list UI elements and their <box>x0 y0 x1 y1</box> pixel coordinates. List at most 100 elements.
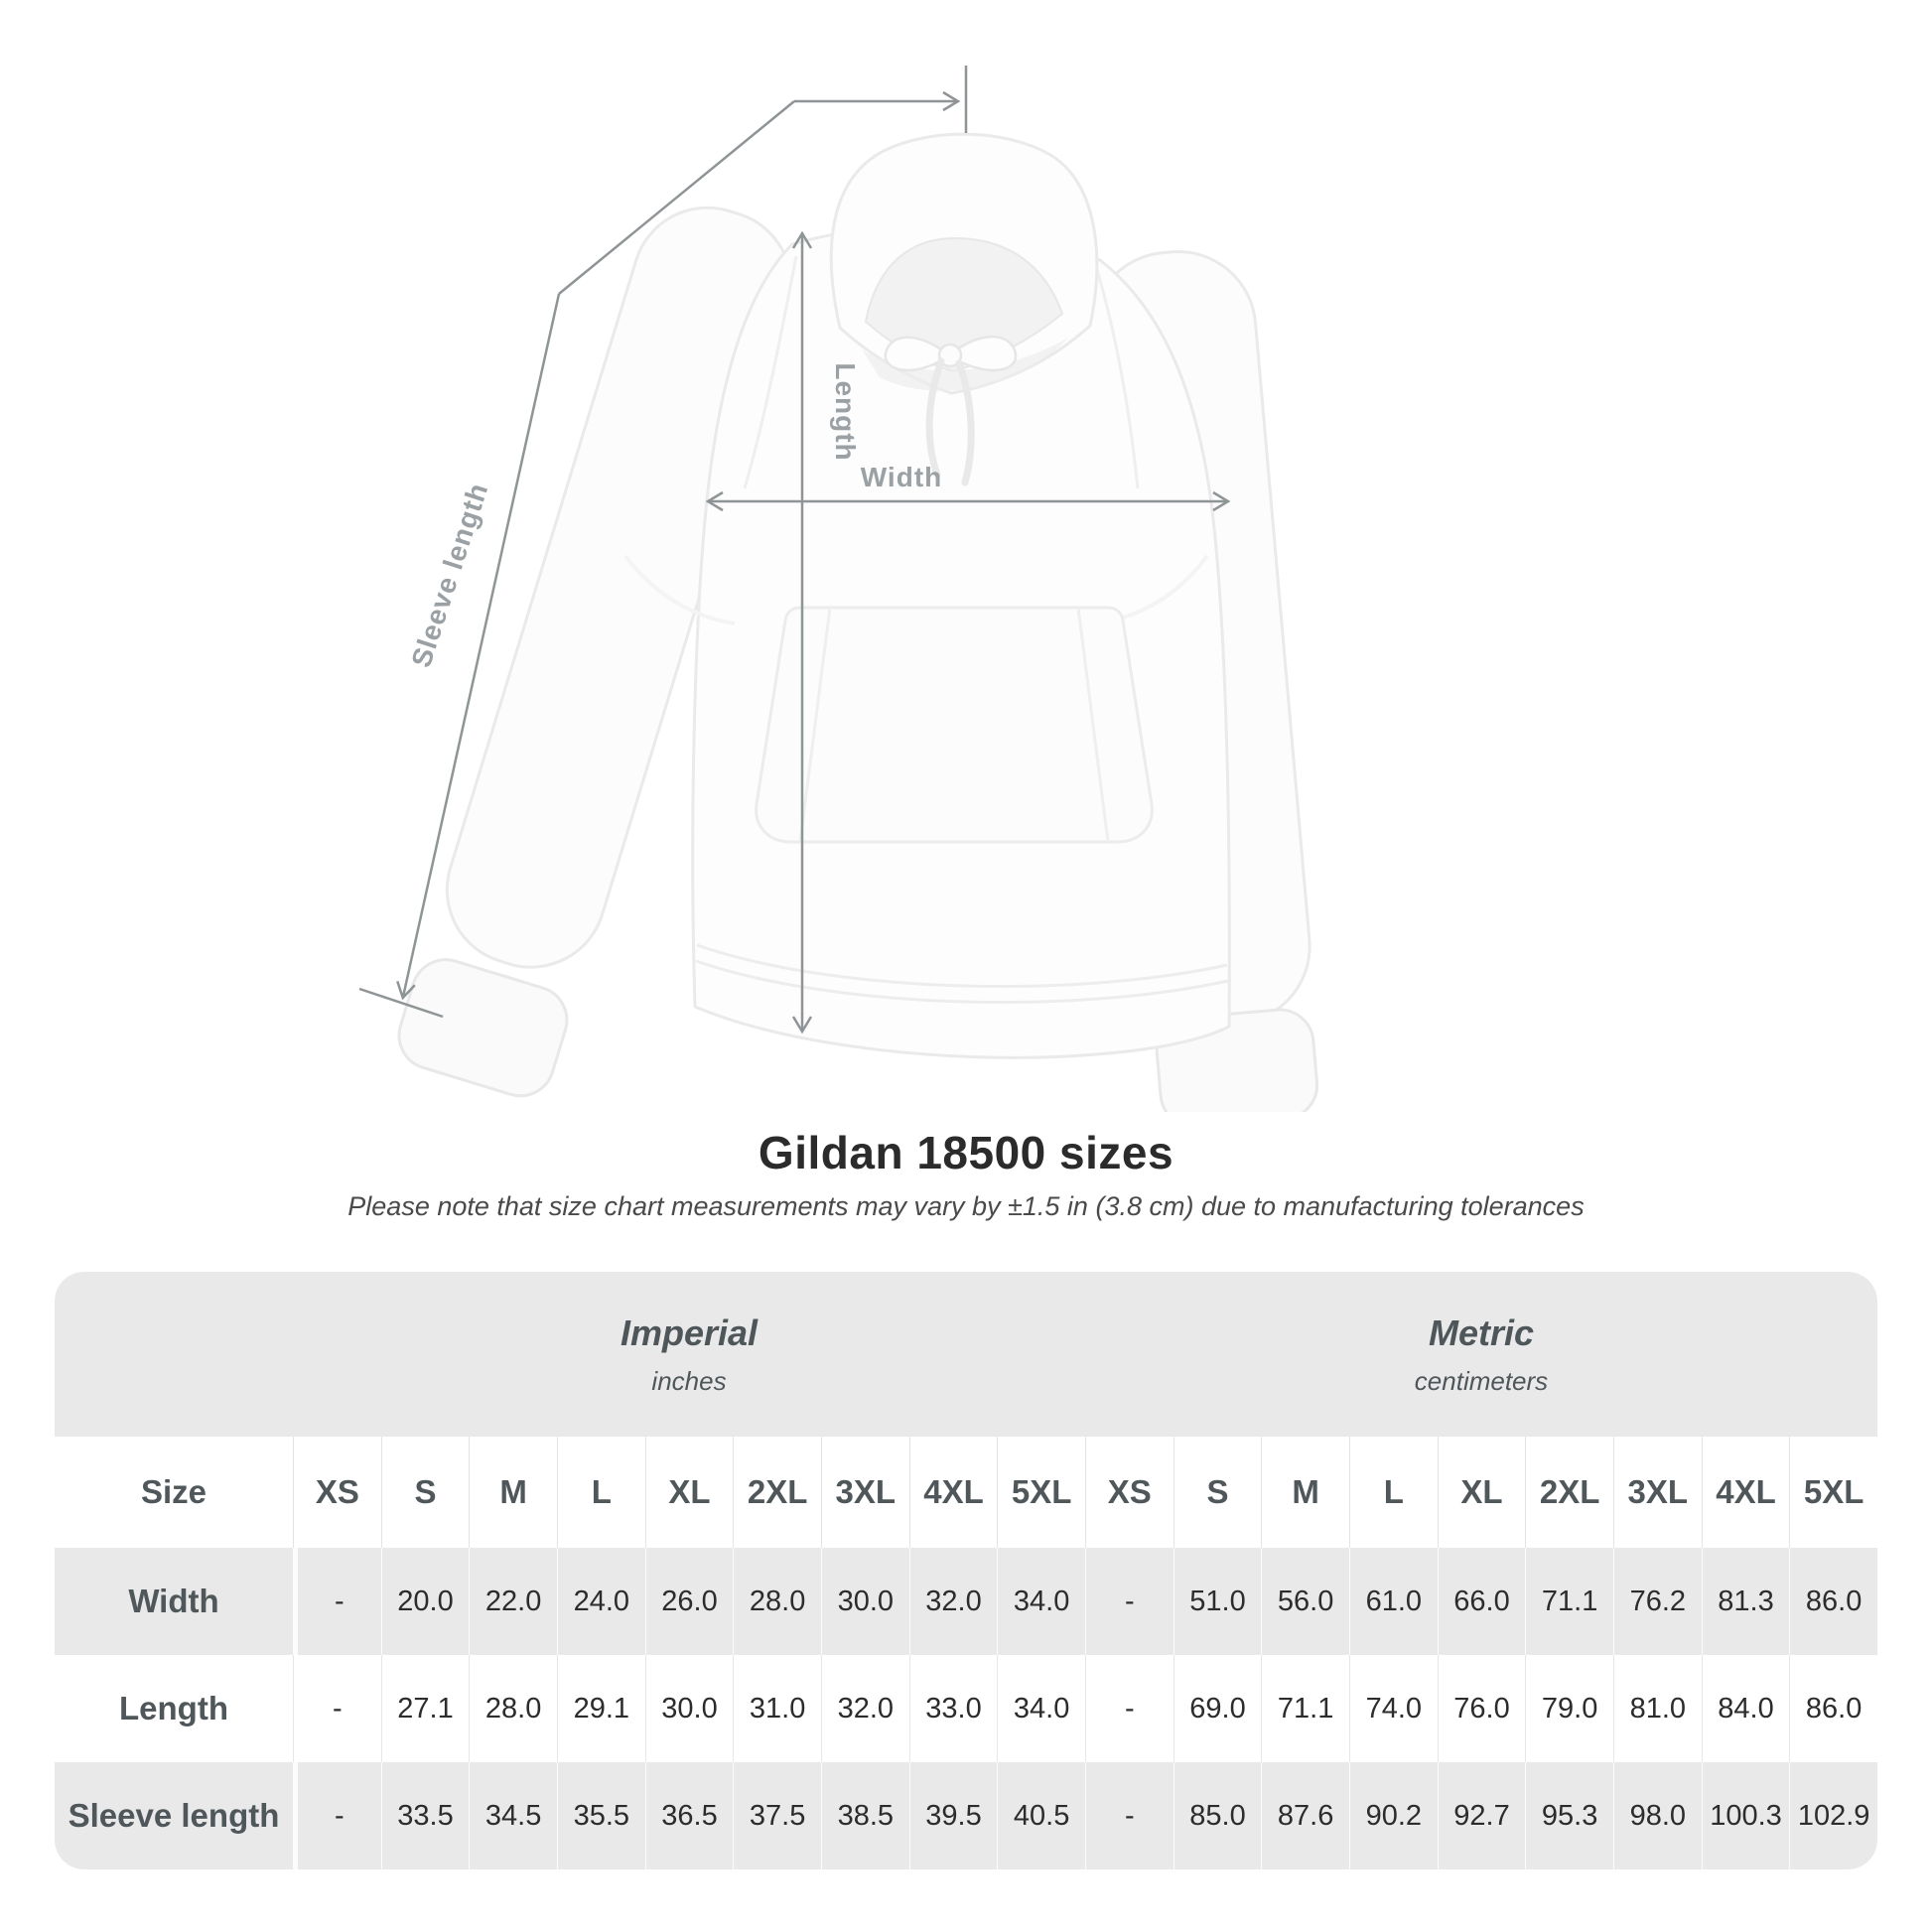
hoodie-figure: Length Width Sleeve length <box>358 66 1319 1112</box>
measurement-value: 39.5 <box>908 1762 998 1869</box>
wrinkle-left <box>623 554 736 625</box>
page-title: Gildan 18500 sizes <box>758 1127 1174 1178</box>
measurement-value: 33.5 <box>380 1762 470 1869</box>
size-column-header-metric: M <box>1261 1437 1349 1548</box>
tolerance-note: Please note that size chart measurements… <box>347 1191 1585 1221</box>
pocket-stitch-right <box>1076 607 1110 843</box>
measurement-value: - <box>293 1655 381 1762</box>
measurement-value: 98.0 <box>1612 1762 1702 1869</box>
hoodie-illustration <box>397 132 1319 1112</box>
size-column-header-imperial: L <box>556 1437 645 1548</box>
measurement-value: 28.0 <box>469 1655 557 1762</box>
sleeve-end-tick <box>358 987 444 1019</box>
measurement-value: 100.3 <box>1701 1762 1790 1869</box>
length-measurement-label: Length <box>830 362 861 461</box>
imperial-group-header: Imperial inches <box>293 1272 1085 1437</box>
size-column-header-metric: 4XL <box>1701 1437 1790 1548</box>
drawstring-right <box>955 359 975 486</box>
size-table: Imperial inches Metric centimeters Size … <box>55 1272 1877 1869</box>
row-label-width: Width <box>128 1583 219 1619</box>
size-column-header-imperial: 5XL <box>997 1437 1085 1548</box>
measurement-value: 34.0 <box>997 1655 1085 1762</box>
size-header-row: Size XS S M L XL 2XL 3XL 4XL 5XL XS S M L XL 2XL 3XL 4XL… <box>55 1437 1877 1548</box>
measurement-value: 76.2 <box>1612 1548 1702 1655</box>
size-column-header-metric: S <box>1173 1437 1262 1548</box>
measurement-value: 102.9 <box>1789 1762 1877 1869</box>
hoodie-left-cuff <box>397 958 569 1098</box>
bow-loop-right <box>947 335 1018 372</box>
measurement-value: 28.0 <box>733 1548 821 1655</box>
measurement-value: 84.0 <box>1701 1655 1790 1762</box>
row-label-length: Length <box>119 1690 228 1726</box>
measurement-value: 20.0 <box>380 1548 470 1655</box>
measurement-value: 95.3 <box>1525 1762 1613 1869</box>
sleeve-line-diagonal-lower <box>396 293 561 1001</box>
measurement-value: 79.0 <box>1525 1655 1613 1762</box>
width-measurement-label: Width <box>861 462 943 492</box>
hoodie-hem-stitch-2 <box>695 959 1229 1005</box>
measurement-value: 86.0 <box>1789 1548 1877 1655</box>
measurement-value: 26.0 <box>644 1548 734 1655</box>
measurement-value: 71.1 <box>1261 1655 1349 1762</box>
size-column-header-imperial: XS <box>293 1437 381 1548</box>
size-column-header-metric: XS <box>1084 1437 1173 1548</box>
measurement-value: 30.0 <box>644 1655 734 1762</box>
measurement-value: 86.0 <box>1789 1655 1877 1762</box>
neck-shadow <box>862 338 1068 391</box>
measurement-value: 29.1 <box>556 1655 645 1762</box>
measurement-value: 69.0 <box>1173 1655 1262 1762</box>
measurement-value: 85.0 <box>1173 1762 1262 1869</box>
measurement-value: 22.0 <box>469 1548 557 1655</box>
size-column-header-imperial: 3XL <box>820 1437 909 1548</box>
sleeve-line-diagonal-upper <box>558 100 795 295</box>
measurement-value: 90.2 <box>1348 1762 1438 1869</box>
measurement-value: 56.0 <box>1261 1548 1349 1655</box>
measurement-value: 30.0 <box>820 1548 909 1655</box>
measurement-value: 37.5 <box>733 1762 821 1869</box>
measurement-value: - <box>293 1548 381 1655</box>
measurement-value: 87.6 <box>1261 1762 1349 1869</box>
measurement-value: 71.1 <box>1525 1548 1613 1655</box>
right-armhole-seam <box>1094 265 1140 489</box>
size-column-header-metric: 5XL <box>1789 1437 1877 1548</box>
size-column-header-imperial: 4XL <box>908 1437 998 1548</box>
measurement-value: 61.0 <box>1348 1548 1438 1655</box>
measurement-value: 32.0 <box>908 1548 998 1655</box>
size-column-header-imperial: M <box>469 1437 557 1548</box>
measurement-value: 74.0 <box>1348 1655 1438 1762</box>
metric-group-header: Metric centimeters <box>1085 1272 1877 1437</box>
measurement-value: - <box>1084 1548 1173 1655</box>
bow-loop-left <box>884 336 951 372</box>
measurement-value: - <box>1084 1655 1173 1762</box>
measurement-value: - <box>293 1762 381 1869</box>
measurement-value: 35.5 <box>556 1762 645 1869</box>
corner-spacer <box>55 1272 293 1437</box>
left-armhole-seam <box>743 255 798 489</box>
width-row: Width -20.0 22.0 24.0 26.0 28.0 30.0 32.0 34.0-… <box>55 1548 1877 1655</box>
size-column-header-imperial: 2XL <box>733 1437 821 1548</box>
imperial-unit-label: inches <box>651 1365 727 1396</box>
measurement-value: 34.0 <box>997 1548 1085 1655</box>
hoodie-measurement-diagram: Length Width Sleeve length <box>358 66 1319 1112</box>
measurement-value: 51.0 <box>1173 1548 1262 1655</box>
unit-header-row: Imperial inches Metric centimeters <box>55 1272 1877 1437</box>
measurement-value: 32.0 <box>820 1655 909 1762</box>
size-column-header-imperial: S <box>380 1437 470 1548</box>
measurement-value: 92.7 <box>1437 1762 1526 1869</box>
measurement-value: 31.0 <box>733 1655 821 1762</box>
size-chart-page: Length Width Sleeve length Gildan 18500 … <box>55 66 1877 1869</box>
measurement-value: 81.3 <box>1701 1548 1790 1655</box>
measurement-value: 36.5 <box>644 1762 734 1869</box>
bow-knot <box>937 343 963 368</box>
hoodie-hem-stitch <box>696 943 1228 989</box>
hood-drawstrings <box>884 335 1018 486</box>
size-column-header-metric: L <box>1348 1437 1438 1548</box>
measurement-value: 76.0 <box>1437 1655 1526 1762</box>
measurement-value: 40.5 <box>997 1762 1085 1869</box>
size-column-header-metric: 2XL <box>1525 1437 1613 1548</box>
sleeve-length-row: Sleeve length -33.5 34.5 35.5 36.5 37.5 38.5 3… <box>55 1762 1877 1869</box>
measurement-value: - <box>1084 1762 1173 1869</box>
hoodie-pocket <box>755 606 1154 844</box>
metric-label: Metric <box>1428 1311 1535 1353</box>
measurement-value: 81.0 <box>1612 1655 1702 1762</box>
